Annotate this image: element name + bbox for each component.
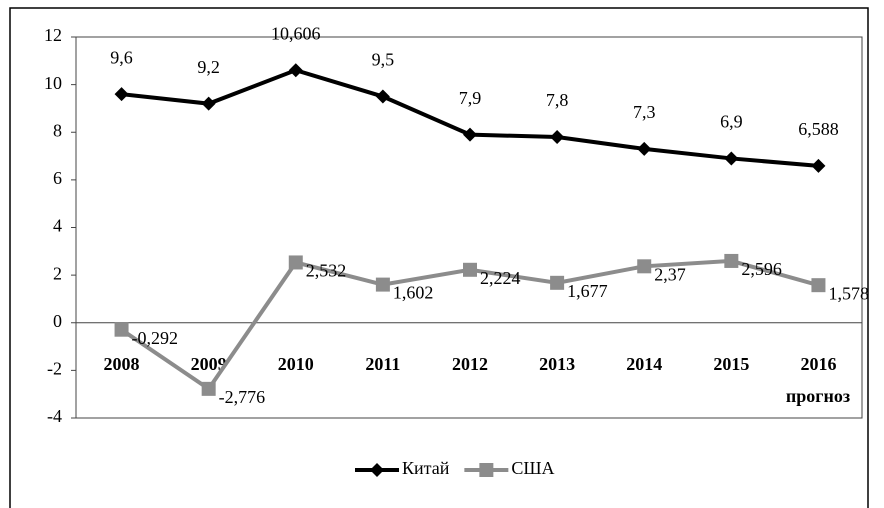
marker: [811, 278, 826, 293]
marker: [375, 89, 390, 104]
marker: [637, 141, 652, 156]
series-line: [121, 68, 819, 168]
data-label: 7,9: [459, 88, 482, 108]
data-label: 1,578: [828, 283, 869, 303]
y-tick-label: -2: [47, 359, 62, 379]
data-label: 9,5: [372, 50, 395, 70]
marker: [724, 253, 739, 268]
x-tick-label: 2010: [278, 354, 314, 374]
y-tick-label: 2: [53, 263, 62, 283]
x-tick-label: 2009: [191, 354, 227, 374]
y-tick-label: 6: [53, 168, 62, 188]
data-label: -0,292: [132, 328, 179, 348]
x-tick-label: 2015: [713, 354, 749, 374]
legend-marker: [479, 463, 494, 477]
marker: [550, 130, 565, 145]
data-label: 1,602: [393, 283, 434, 303]
data-label: 9,6: [110, 47, 133, 67]
y-tick-label: 12: [44, 25, 62, 45]
data-label: 1,677: [567, 281, 608, 301]
marker: [114, 322, 129, 337]
x-tick-label: 2012: [452, 354, 488, 374]
chart-frame: [9, 7, 869, 508]
marker: [811, 158, 826, 173]
legend-marker: [370, 463, 384, 477]
data-label: -2,776: [219, 387, 266, 407]
data-label: 6,588: [798, 119, 839, 139]
data-label: 6,9: [720, 112, 743, 132]
legend-label: Китай: [402, 458, 450, 478]
data-label: 7,3: [633, 102, 656, 122]
y-tick-label: 8: [53, 120, 62, 140]
annotation: прогноз: [786, 386, 850, 406]
x-tick-label: 2016: [800, 354, 836, 374]
marker: [201, 96, 216, 111]
y-tick-label: 10: [44, 73, 62, 93]
legend-label: США: [511, 458, 554, 478]
data-label: 2,532: [306, 261, 347, 281]
x-tick-label: 2014: [626, 354, 662, 374]
data-label: 9,2: [197, 57, 220, 77]
data-label: 2,37: [654, 264, 686, 284]
marker: [724, 151, 739, 166]
marker: [550, 275, 565, 290]
x-tick-label: 2013: [539, 354, 575, 374]
marker: [201, 381, 216, 396]
marker: [463, 127, 477, 142]
y-tick-label: 0: [53, 311, 62, 331]
marker: [288, 63, 303, 78]
marker: [463, 262, 477, 277]
data-label: 2,224: [480, 268, 521, 288]
data-label: 2,596: [741, 259, 782, 279]
x-tick-label: 2011: [365, 354, 400, 374]
data-label: 7,8: [546, 90, 569, 110]
y-tick-label: -4: [47, 406, 62, 426]
marker: [114, 87, 129, 102]
marker: [637, 259, 652, 274]
marker: [288, 255, 303, 270]
y-tick-label: 4: [53, 216, 62, 236]
marker: [375, 277, 390, 292]
data-label: 10,606: [271, 23, 321, 43]
x-tick-label: 2008: [104, 354, 140, 374]
